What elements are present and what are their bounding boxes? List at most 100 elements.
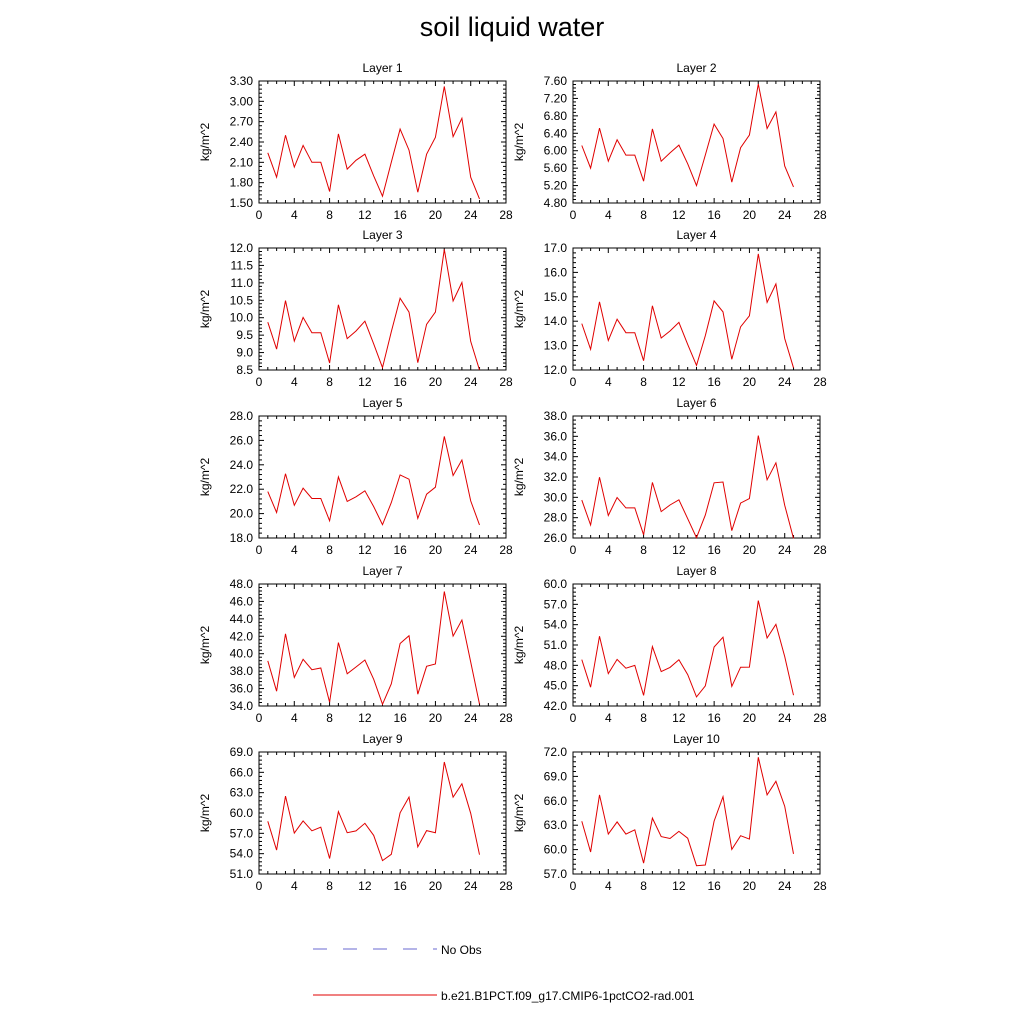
y-tick-label: 60.0: [544, 843, 568, 857]
x-tick-label: 0: [570, 375, 577, 389]
plot-frame: [572, 583, 821, 707]
x-tick-label: 20: [743, 543, 757, 557]
y-axis-label: kg/m^2: [198, 794, 212, 833]
series-line: [267, 761, 480, 862]
y-tick-label: 12.0: [230, 241, 254, 255]
plot-frame: [572, 415, 821, 539]
panel-3: Layer 3 kg/m^2 0 4 8 12 16 20 24 28 8.5 9.0 9.5 10.0 1…: [198, 228, 513, 389]
x-tick-label: 24: [464, 543, 478, 557]
x-tick-label: 12: [672, 543, 686, 557]
plot-frame: [258, 415, 507, 539]
y-tick-label: 38.0: [230, 664, 254, 678]
y-tick-label: 26.0: [230, 433, 254, 447]
x-tick-label: 24: [464, 375, 478, 389]
x-tick-label: 24: [464, 208, 478, 222]
y-tick-label: 10.5: [230, 293, 254, 307]
x-tick-label: 0: [256, 375, 263, 389]
panel-1: Layer 1 kg/m^2 0 4 8 12 16 20 24 28 1.50 1.80 2.10 2.…: [198, 61, 513, 222]
legend: No Obs b.e21.B1PCT.f09_g17.CMIP6-1pctCO2…: [313, 943, 695, 1003]
y-tick-label: 4.80: [544, 196, 568, 210]
x-tick-label: 28: [813, 711, 827, 725]
x-tick-label: 8: [326, 543, 333, 557]
x-tick-label: 0: [570, 711, 577, 725]
x-tick-label: 28: [499, 711, 513, 725]
y-tick-label: 66.0: [544, 794, 568, 808]
y-tick-label: 30.0: [544, 490, 568, 504]
y-tick-label: 40.0: [230, 647, 254, 661]
x-tick-label: 24: [778, 543, 792, 557]
x-tick-label: 16: [393, 208, 407, 222]
x-tick-label: 24: [778, 879, 792, 893]
y-tick-label: 10.0: [230, 311, 254, 325]
y-tick-label: 3.30: [230, 74, 254, 88]
x-tick-label: 8: [640, 208, 647, 222]
x-tick-label: 8: [326, 375, 333, 389]
x-tick-label: 28: [813, 208, 827, 222]
y-tick-label: 44.0: [230, 612, 254, 626]
y-tick-label: 48.0: [230, 577, 254, 591]
y-tick-label: 7.20: [544, 91, 568, 105]
series-line: [581, 757, 794, 867]
y-tick-label: 72.0: [544, 745, 568, 759]
x-tick-label: 8: [326, 879, 333, 893]
y-tick-label: 54.0: [230, 847, 254, 861]
y-tick-label: 57.0: [230, 826, 254, 840]
y-tick-label: 22.0: [230, 482, 254, 496]
y-tick-label: 57.0: [544, 867, 568, 881]
y-axis-label: kg/m^2: [198, 458, 212, 497]
x-tick-label: 28: [499, 208, 513, 222]
series-line: [267, 436, 480, 526]
y-tick-label: 34.0: [544, 450, 568, 464]
x-tick-label: 4: [605, 543, 612, 557]
panel-6: Layer 6 kg/m^2 0 4 8 12 16 20 24 28 26.0 28.0 30.0 32…: [512, 396, 827, 557]
panel-title: Layer 4: [676, 228, 716, 242]
panel-9: Layer 9 kg/m^2 0 4 8 12 16 20 24 28 51.0 54.0 57.0 60…: [198, 732, 513, 893]
y-tick-label: 69.0: [230, 745, 254, 759]
panel-title: Layer 3: [362, 228, 402, 242]
x-tick-label: 8: [640, 711, 647, 725]
series-line: [581, 83, 794, 188]
y-tick-label: 28.0: [544, 511, 568, 525]
x-tick-label: 4: [291, 711, 298, 725]
y-tick-label: 32.0: [544, 470, 568, 484]
y-tick-label: 6.40: [544, 126, 568, 140]
y-tick-label: 63.0: [544, 818, 568, 832]
x-tick-label: 20: [429, 711, 443, 725]
y-tick-label: 9.5: [236, 328, 253, 342]
x-tick-label: 0: [570, 208, 577, 222]
plot-frame: [572, 247, 821, 371]
y-tick-label: 13.0: [544, 339, 568, 353]
y-tick-label: 34.0: [230, 699, 254, 713]
panel-title: Layer 5: [362, 396, 402, 410]
x-tick-label: 12: [672, 208, 686, 222]
y-tick-label: 14.0: [544, 314, 568, 328]
y-tick-label: 9.0: [236, 346, 253, 360]
x-tick-label: 4: [291, 879, 298, 893]
panel-10: Layer 10 kg/m^2 0 4 8 12 16 20 24 28 57.0 60.0 63.0 6…: [512, 732, 827, 893]
x-tick-label: 24: [778, 375, 792, 389]
plot-frame: [258, 247, 507, 371]
panel-title: Layer 2: [676, 61, 716, 75]
x-tick-label: 12: [358, 208, 372, 222]
y-tick-label: 5.20: [544, 179, 568, 193]
x-tick-label: 4: [291, 543, 298, 557]
x-tick-label: 8: [640, 543, 647, 557]
series-line: [267, 591, 480, 706]
y-axis-label: kg/m^2: [512, 458, 526, 497]
panel-title: Layer 8: [676, 564, 716, 578]
x-tick-label: 4: [605, 375, 612, 389]
x-tick-label: 8: [640, 375, 647, 389]
x-tick-label: 16: [393, 879, 407, 893]
x-tick-label: 12: [358, 543, 372, 557]
panel-7: Layer 7 kg/m^2 0 4 8 12 16 20 24 28 34.0 36.0 38.0 40…: [198, 564, 513, 725]
x-tick-label: 12: [358, 711, 372, 725]
y-tick-label: 26.0: [544, 531, 568, 545]
x-tick-label: 16: [393, 375, 407, 389]
x-tick-label: 20: [743, 711, 757, 725]
y-tick-label: 8.5: [236, 363, 253, 377]
x-tick-label: 16: [707, 543, 721, 557]
x-tick-label: 16: [393, 711, 407, 725]
x-tick-label: 4: [605, 711, 612, 725]
